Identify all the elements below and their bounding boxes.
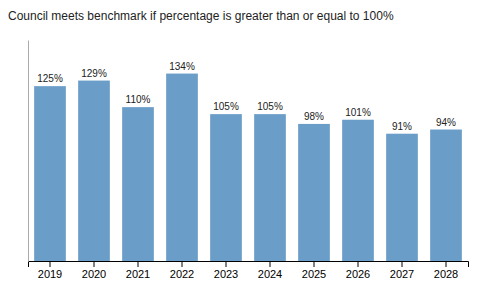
x-tick-mark — [94, 261, 95, 267]
bar — [166, 74, 198, 261]
data-label: 105% — [257, 101, 283, 112]
x-tick: 2020 — [82, 261, 106, 280]
x-tick: 2026 — [346, 261, 370, 280]
x-tick-label: 2026 — [346, 268, 370, 280]
x-axis: 2019 2020 2021 2022 2023 2024 2025 2026 2027 2028 — [29, 261, 469, 280]
data-label: 125% — [37, 73, 63, 84]
x-tick-label: 2022 — [170, 268, 194, 280]
x-tick-mark — [226, 261, 227, 267]
x-tick-mark — [446, 261, 447, 267]
bar — [122, 107, 154, 261]
x-tick: 2019 — [38, 261, 62, 280]
y-axis-line — [28, 41, 29, 262]
x-tick-mark — [358, 261, 359, 267]
x-tick: 2021 — [126, 261, 150, 280]
x-tick: 2024 — [258, 261, 282, 280]
y-axis — [28, 41, 29, 262]
title: Council meets benchmark if percentage is… — [8, 9, 394, 23]
data-label: 91% — [392, 121, 412, 132]
x-tick: 2027 — [390, 261, 414, 280]
plot: 125% 129% 110% 134% 105% 105% 98% 101% 91% 94% 201… — [29, 41, 469, 280]
data-label: 101% — [345, 107, 371, 118]
x-tick-label: 2020 — [82, 268, 106, 280]
bar — [430, 130, 462, 261]
x-axis-line — [29, 262, 469, 268]
x-tick-mark — [402, 261, 403, 267]
x-tick-label: 2024 — [258, 268, 282, 280]
x-tick-label: 2019 — [38, 268, 62, 280]
data-label: 98% — [304, 111, 324, 122]
chart: Council meets benchmark if percentage is… — [0, 0, 480, 289]
x-tick: 2022 — [170, 261, 194, 280]
x-tick-label: 2027 — [390, 268, 414, 280]
data-labels: 125% 129% 110% 134% 105% 105% 98% 101% 91% 94% — [37, 61, 456, 132]
data-label: 129% — [81, 68, 107, 79]
bar — [386, 134, 418, 261]
bar — [210, 114, 242, 261]
bar — [78, 81, 110, 261]
x-tick-mark — [138, 261, 139, 267]
data-label: 110% — [126, 94, 151, 105]
bar — [298, 124, 330, 261]
bar — [254, 114, 286, 261]
x-tick-label: 2025 — [302, 268, 326, 280]
bars — [34, 74, 462, 261]
data-label: 134% — [169, 61, 195, 72]
x-tick-label: 2023 — [214, 268, 238, 280]
x-tick: 2025 — [302, 261, 326, 280]
x-tick: 2028 — [434, 261, 458, 280]
bar — [34, 86, 66, 261]
data-label: 94% — [436, 117, 456, 128]
x-tick-mark — [270, 261, 271, 267]
data-label: 105% — [213, 101, 239, 112]
bar — [342, 120, 374, 261]
x-tick-mark — [182, 261, 183, 267]
x-tick-mark — [314, 261, 315, 267]
x-tick-label: 2021 — [126, 268, 150, 280]
x-tick: 2023 — [214, 261, 238, 280]
x-tick-label: 2028 — [434, 268, 458, 280]
x-tick-mark — [50, 261, 51, 267]
